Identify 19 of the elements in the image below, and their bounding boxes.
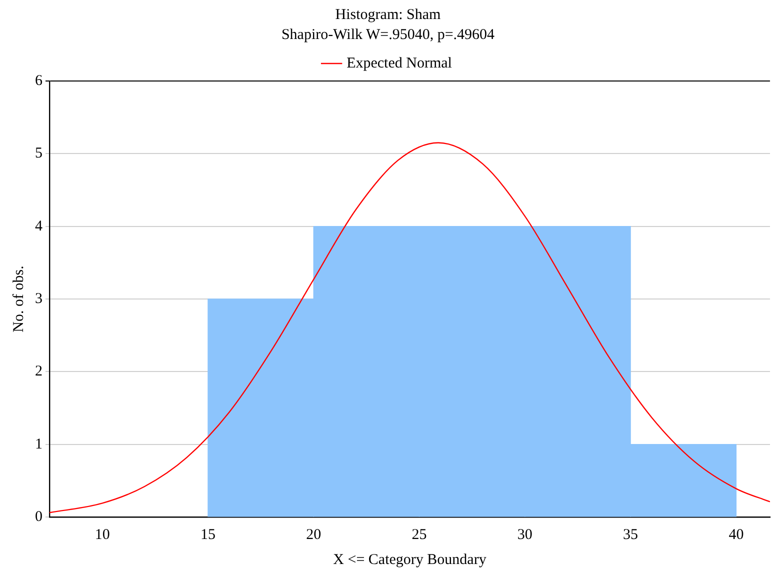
x-tick-label: 25 bbox=[412, 526, 427, 543]
x-tick-label: 20 bbox=[306, 526, 322, 543]
x-tick-label: 35 bbox=[623, 526, 638, 543]
y-tick-label: 6 bbox=[35, 72, 43, 89]
y-tick-label: 1 bbox=[35, 436, 42, 452]
y-tick-label: 5 bbox=[35, 146, 42, 162]
y-tick-label: 0 bbox=[35, 508, 42, 525]
y-axis-title: No. of obs. bbox=[10, 266, 27, 332]
legend-label: Expected Normal bbox=[346, 55, 452, 72]
y-tick-label: 4 bbox=[35, 218, 43, 234]
x-tick-label: 40 bbox=[728, 526, 744, 543]
x-tick-label: 15 bbox=[200, 526, 216, 543]
x-tick-label: 10 bbox=[94, 526, 110, 543]
chart-title: Histogram: Sham bbox=[335, 6, 442, 23]
chart-subtitle: Shapiro-Wilk W=.95040, p=.49604 bbox=[281, 26, 496, 43]
y-tick-label: 2 bbox=[35, 364, 42, 380]
x-axis-title: X <= Category Boundary bbox=[333, 552, 487, 568]
x-tick-label: 30 bbox=[517, 526, 532, 543]
y-tick-label: 3 bbox=[35, 290, 42, 307]
